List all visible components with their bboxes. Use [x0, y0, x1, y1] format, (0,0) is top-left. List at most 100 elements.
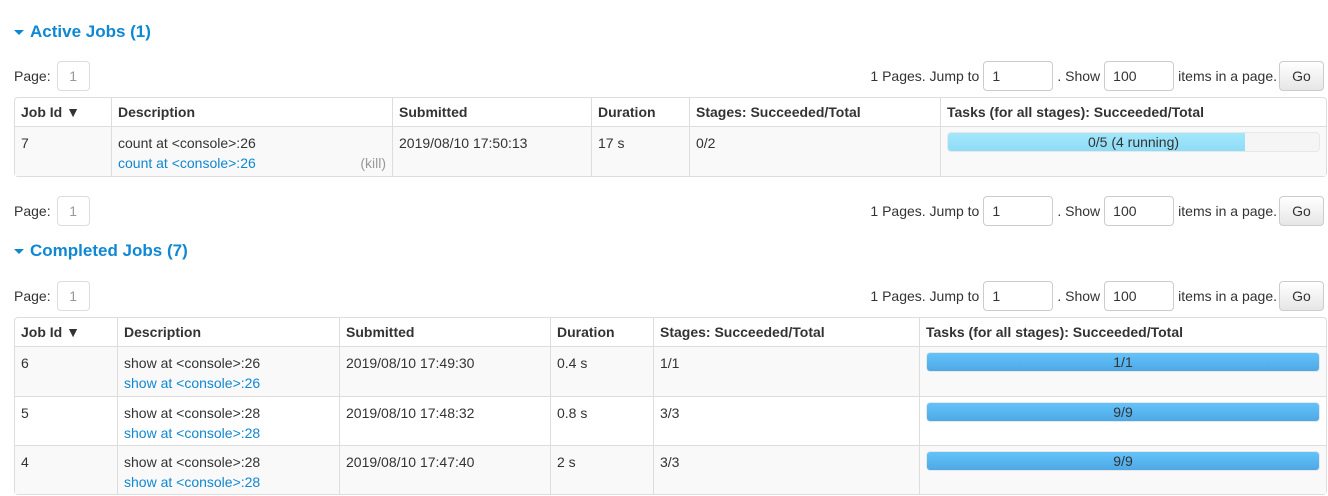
completed-pager-top: Page: 1 1 Pages. Jump to . Show items in a p… — [14, 281, 1324, 311]
page-controls: 1 Pages. Jump to . Show items in a page.Go — [870, 196, 1324, 226]
succeeded-fill — [927, 353, 1319, 371]
show-text: . Show — [1057, 288, 1101, 304]
column-header[interactable]: Submitted — [339, 318, 550, 347]
stages: 0/2 — [689, 127, 940, 176]
go-button[interactable]: Go — [1279, 196, 1324, 226]
stages: 3/3 — [653, 445, 919, 494]
completed-jobs-toggle[interactable]: Completed Jobs (7) — [14, 241, 188, 261]
description-text: count at <console>:26 — [118, 135, 256, 151]
job-id: 4 — [15, 445, 117, 494]
job-detail-link[interactable]: show at <console>:28 — [124, 474, 261, 490]
page-size-input[interactable] — [1104, 61, 1175, 91]
page-1-link[interactable]: 1 — [56, 281, 90, 311]
progress-text: 9/9 — [1113, 453, 1133, 469]
page-controls: 1 Pages. Jump to . Show items in a page.Go — [870, 61, 1324, 91]
submitted: 2019/08/10 17:48:32 — [339, 396, 550, 445]
tasks: 0/5 (4 running) — [940, 127, 1326, 176]
succeeded-fill — [927, 452, 1319, 470]
job-row: 4 show at <console>:28 show at <console>:2… — [15, 445, 1326, 494]
page-controls: 1 Pages. Jump to . Show items in a page.Go — [870, 281, 1324, 311]
job-description: show at <console>:26 show at <console>:26 — [117, 347, 339, 396]
go-button[interactable]: Go — [1279, 61, 1324, 91]
go-button[interactable]: Go — [1279, 281, 1324, 311]
pages-text: 1 Pages. Jump to — [870, 203, 980, 219]
page-label: Page: — [14, 68, 51, 84]
show-text: . Show — [1057, 203, 1101, 219]
items-text: items in a page. — [1178, 203, 1277, 219]
show-text: . Show — [1057, 68, 1101, 84]
header-row: Job Id ▼ Description Submitted Duration Stag… — [15, 98, 1326, 127]
job-row: 6 show at <console>:26 show at <console>:2… — [15, 347, 1326, 396]
task-progress-bar: 0/5 (4 running) — [947, 132, 1320, 152]
task-progress-bar: 9/9 — [926, 402, 1320, 422]
duration: 0.4 s — [550, 347, 653, 396]
progress-text: 0/5 (4 running) — [1087, 134, 1180, 150]
jump-to-input[interactable] — [983, 61, 1054, 91]
caret-down-icon — [14, 248, 24, 254]
succeeded-fill — [927, 403, 1319, 421]
job-description: count at <console>:26 (kill) count at <con… — [111, 127, 392, 176]
page-label: Page: — [14, 203, 51, 219]
job-row: 7 count at <console>:26 (kill) count at <co… — [15, 127, 1326, 176]
completed-jobs-table: Job Id ▼ Description Submitted Duration Stag… — [14, 317, 1327, 495]
column-header[interactable]: Stages: Succeeded/Total — [653, 318, 919, 347]
column-header[interactable]: Job Id ▼ — [15, 318, 117, 347]
description-text: show at <console>:26 — [124, 355, 261, 371]
progress-text: 1/1 — [1113, 354, 1133, 370]
job-id: 7 — [15, 127, 111, 176]
page-1-link[interactable]: 1 — [56, 196, 90, 226]
tasks: 9/9 — [919, 396, 1326, 445]
job-detail-link[interactable]: show at <console>:28 — [124, 425, 261, 441]
column-header[interactable]: Stages: Succeeded/Total — [689, 98, 940, 127]
running-fill — [948, 133, 1245, 151]
pages-text: 1 Pages. Jump to — [870, 288, 980, 304]
duration: 2 s — [550, 445, 653, 494]
job-id: 5 — [15, 396, 117, 445]
active-jobs-table: Job Id ▼ Description Submitted Duration Stag… — [14, 97, 1327, 177]
column-header[interactable]: Description — [117, 318, 339, 347]
stages: 3/3 — [653, 396, 919, 445]
task-progress-bar: 9/9 — [926, 451, 1320, 471]
progress-text: 9/9 — [1113, 404, 1133, 420]
column-header[interactable]: Job Id ▼ — [15, 98, 111, 127]
job-row: 5 show at <console>:28 show at <console>:2… — [15, 396, 1326, 445]
completed-jobs-title: Completed Jobs (7) — [30, 241, 188, 260]
task-progress-bar: 1/1 — [926, 352, 1320, 372]
description-text: show at <console>:28 — [124, 454, 261, 470]
job-id: 6 — [15, 347, 117, 396]
caret-down-icon — [14, 29, 24, 35]
job-detail-link[interactable]: count at <console>:26 — [118, 155, 256, 171]
items-text: items in a page. — [1178, 68, 1277, 84]
items-text: items in a page. — [1178, 288, 1277, 304]
pages-text: 1 Pages. Jump to — [870, 68, 980, 84]
column-header[interactable]: Tasks (for all stages): Succeeded/Total — [940, 98, 1326, 127]
jump-to-input[interactable] — [983, 196, 1054, 226]
active-pager-top: Page: 1 1 Pages. Jump to . Show items in a p… — [14, 61, 1324, 91]
submitted: 2019/08/10 17:49:30 — [339, 347, 550, 396]
tasks: 1/1 — [919, 347, 1326, 396]
submitted: 2019/08/10 17:47:40 — [339, 445, 550, 494]
description-text: show at <console>:28 — [124, 405, 261, 421]
duration: 0.8 s — [550, 396, 653, 445]
stages: 1/1 — [653, 347, 919, 396]
job-description: show at <console>:28 show at <console>:28 — [117, 396, 339, 445]
column-header[interactable]: Description — [111, 98, 392, 127]
page-size-input[interactable] — [1104, 196, 1175, 226]
column-header[interactable]: Duration — [550, 318, 653, 347]
tasks: 9/9 — [919, 445, 1326, 494]
kill-link[interactable]: (kill) — [360, 155, 386, 171]
jump-to-input[interactable] — [983, 281, 1054, 311]
active-jobs-title: Active Jobs (1) — [30, 22, 151, 41]
job-description: show at <console>:28 show at <console>:28 — [117, 445, 339, 494]
column-header[interactable]: Duration — [591, 98, 689, 127]
active-jobs-toggle[interactable]: Active Jobs (1) — [14, 22, 151, 42]
column-header[interactable]: Tasks (for all stages): Succeeded/Total — [919, 318, 1326, 347]
column-header[interactable]: Submitted — [392, 98, 591, 127]
header-row: Job Id ▼ Description Submitted Duration Stag… — [15, 318, 1326, 347]
duration: 17 s — [591, 127, 689, 176]
page-1-link[interactable]: 1 — [56, 61, 90, 91]
active-pager-bottom: Page: 1 1 Pages. Jump to . Show items in a p… — [14, 196, 1324, 226]
job-detail-link[interactable]: show at <console>:26 — [124, 375, 261, 391]
page-label: Page: — [14, 288, 51, 304]
page-size-input[interactable] — [1104, 281, 1175, 311]
